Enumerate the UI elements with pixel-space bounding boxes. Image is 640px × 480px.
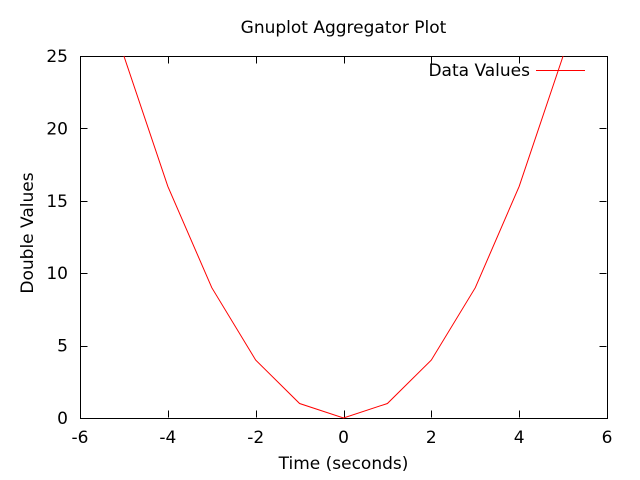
x-tick-label: 0: [338, 428, 349, 448]
data-series-line: [123, 55, 564, 419]
chart-title: Gnuplot Aggregator Plot: [240, 18, 447, 38]
y-tick-label: 25: [46, 47, 68, 67]
legend-entry-label: Data Values: [428, 61, 530, 81]
x-tick-label: 4: [514, 428, 525, 448]
y-tick-label: 0: [57, 409, 68, 429]
y-tick-label: 15: [46, 192, 68, 212]
plot-border: [80, 56, 608, 419]
x-tick-label: 2: [426, 428, 437, 448]
x-tick-label: -6: [72, 428, 89, 448]
x-tick-label: 6: [602, 428, 613, 448]
x-tick-label: -2: [247, 428, 264, 448]
x-tick-label: -4: [159, 428, 176, 448]
y-tick-label: 20: [46, 119, 68, 139]
y-tick-label: 5: [57, 337, 68, 357]
y-tick-label: 10: [46, 264, 68, 284]
x-axis-label: Time (seconds): [278, 454, 409, 474]
